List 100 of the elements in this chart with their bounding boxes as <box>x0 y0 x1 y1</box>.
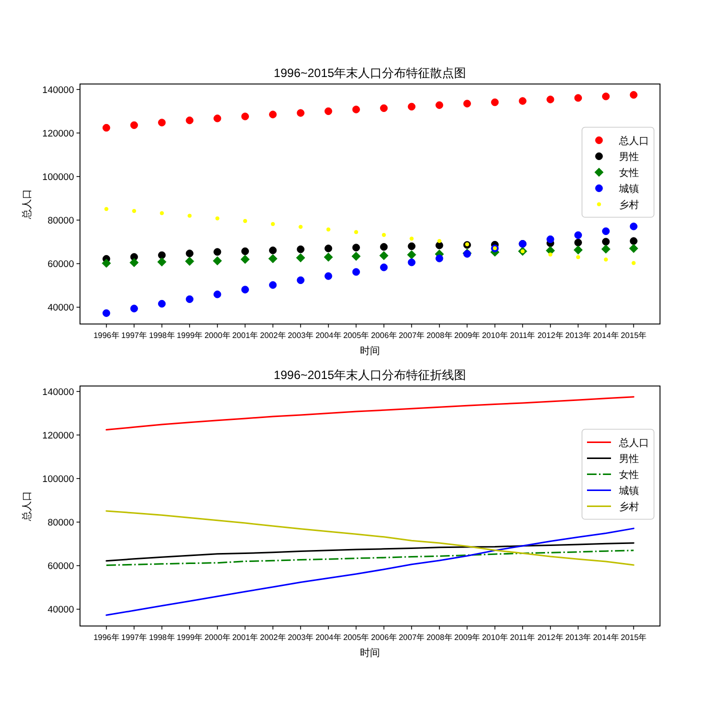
x-tick-label: 2013年 <box>565 633 592 642</box>
point <box>602 227 610 236</box>
x-tick-label: 2009年 <box>454 331 480 340</box>
point <box>546 235 554 244</box>
chart-title: 1996~2015年末人口分布特征散点图 <box>274 66 466 80</box>
point <box>436 242 444 250</box>
point <box>630 91 638 99</box>
y-tick-label: 120000 <box>42 430 74 442</box>
x-tick-label: 2004年 <box>315 331 342 340</box>
point <box>548 252 552 257</box>
point <box>243 218 248 224</box>
y-tick-label: 140000 <box>42 386 74 398</box>
point <box>214 114 222 122</box>
point <box>324 252 333 262</box>
x-tick-label: 2002年 <box>260 331 286 340</box>
point <box>629 244 638 253</box>
point <box>241 286 249 294</box>
x-tick-label: 2011年 <box>510 331 536 340</box>
point <box>324 272 332 280</box>
point <box>437 238 442 244</box>
x-tick-label: 2010年 <box>482 331 508 340</box>
x-tick-label: 2012年 <box>537 331 564 340</box>
point <box>130 258 139 268</box>
point <box>296 276 304 284</box>
legend-label: 乡村 <box>619 198 639 211</box>
y-tick-label: 80000 <box>48 518 74 529</box>
point <box>408 242 416 250</box>
point <box>380 243 388 251</box>
legend-label: 总人口 <box>618 436 649 449</box>
legend-label: 男性 <box>619 150 639 163</box>
point <box>630 237 638 245</box>
point <box>601 244 610 254</box>
x-tick-label: 2005年 <box>343 633 370 642</box>
x-tick-label: 2007年 <box>398 633 425 642</box>
point <box>186 295 194 304</box>
y-axis-title: 总人口 <box>21 491 33 522</box>
x-tick-label: 1998年 <box>148 331 175 340</box>
point <box>382 232 386 237</box>
point <box>352 268 360 276</box>
point <box>130 304 138 312</box>
x-tick-label: 1996年 <box>93 633 120 642</box>
y-tick-label: 140000 <box>42 84 74 96</box>
legend-label: 城镇 <box>618 484 639 497</box>
x-tick-label: 1999年 <box>176 331 203 340</box>
point <box>602 92 610 100</box>
x-tick-label: 2003年 <box>288 633 314 642</box>
x-tick-label: 1999年 <box>176 633 203 642</box>
x-tick-label: 2013年 <box>565 331 592 340</box>
legend-label: 女性 <box>619 468 639 481</box>
point <box>268 254 278 264</box>
point <box>408 102 416 110</box>
point <box>185 256 194 266</box>
point <box>132 208 136 214</box>
x-tick-label: 2007年 <box>398 331 425 340</box>
x-tick-label: 2010年 <box>482 633 508 642</box>
x-tick-label: 2015年 <box>620 331 647 340</box>
y-tick-label: 120000 <box>42 128 74 140</box>
x-tick-label: 1997年 <box>121 331 148 340</box>
point <box>546 96 554 104</box>
line-series <box>106 510 634 566</box>
y-tick-label: 40000 <box>48 604 74 616</box>
point <box>352 244 360 252</box>
x-tick-label: 2003年 <box>288 331 314 340</box>
x-tick-label: 2000年 <box>204 331 230 340</box>
x-tick-label: 2004年 <box>315 633 342 642</box>
x-tick-label: 2006年 <box>370 331 397 340</box>
x-tick-label: 2015年 <box>620 633 647 642</box>
point <box>324 107 332 116</box>
point <box>324 244 332 252</box>
legend-label: 男性 <box>619 452 639 465</box>
legend-label: 女性 <box>619 166 639 179</box>
x-tick-label: 2011年 <box>510 633 536 642</box>
point <box>632 260 636 266</box>
point <box>574 238 582 246</box>
point <box>269 281 277 289</box>
point <box>379 251 388 260</box>
point <box>241 247 249 256</box>
x-axis-title: 时间 <box>360 647 380 659</box>
x-axis-title: 时间 <box>360 345 380 357</box>
point <box>602 238 610 246</box>
point <box>296 253 306 262</box>
point <box>296 109 304 117</box>
point <box>408 258 416 266</box>
legend-label: 总人口 <box>618 134 649 147</box>
point <box>269 246 277 254</box>
x-tick-label: 2008年 <box>426 331 452 340</box>
x-tick-label: 2002年 <box>260 633 286 642</box>
x-tick-label: 2001年 <box>232 633 258 642</box>
point <box>407 250 416 260</box>
y-tick-label: 60000 <box>48 561 74 572</box>
point <box>186 250 194 258</box>
y-tick-label: 60000 <box>48 259 74 270</box>
point <box>380 104 388 112</box>
point <box>269 110 277 118</box>
point <box>214 290 222 298</box>
x-tick-label: 2014年 <box>592 331 619 340</box>
x-tick-label: 2005年 <box>343 331 370 340</box>
point <box>130 121 138 130</box>
point <box>352 106 360 114</box>
point <box>270 222 275 226</box>
